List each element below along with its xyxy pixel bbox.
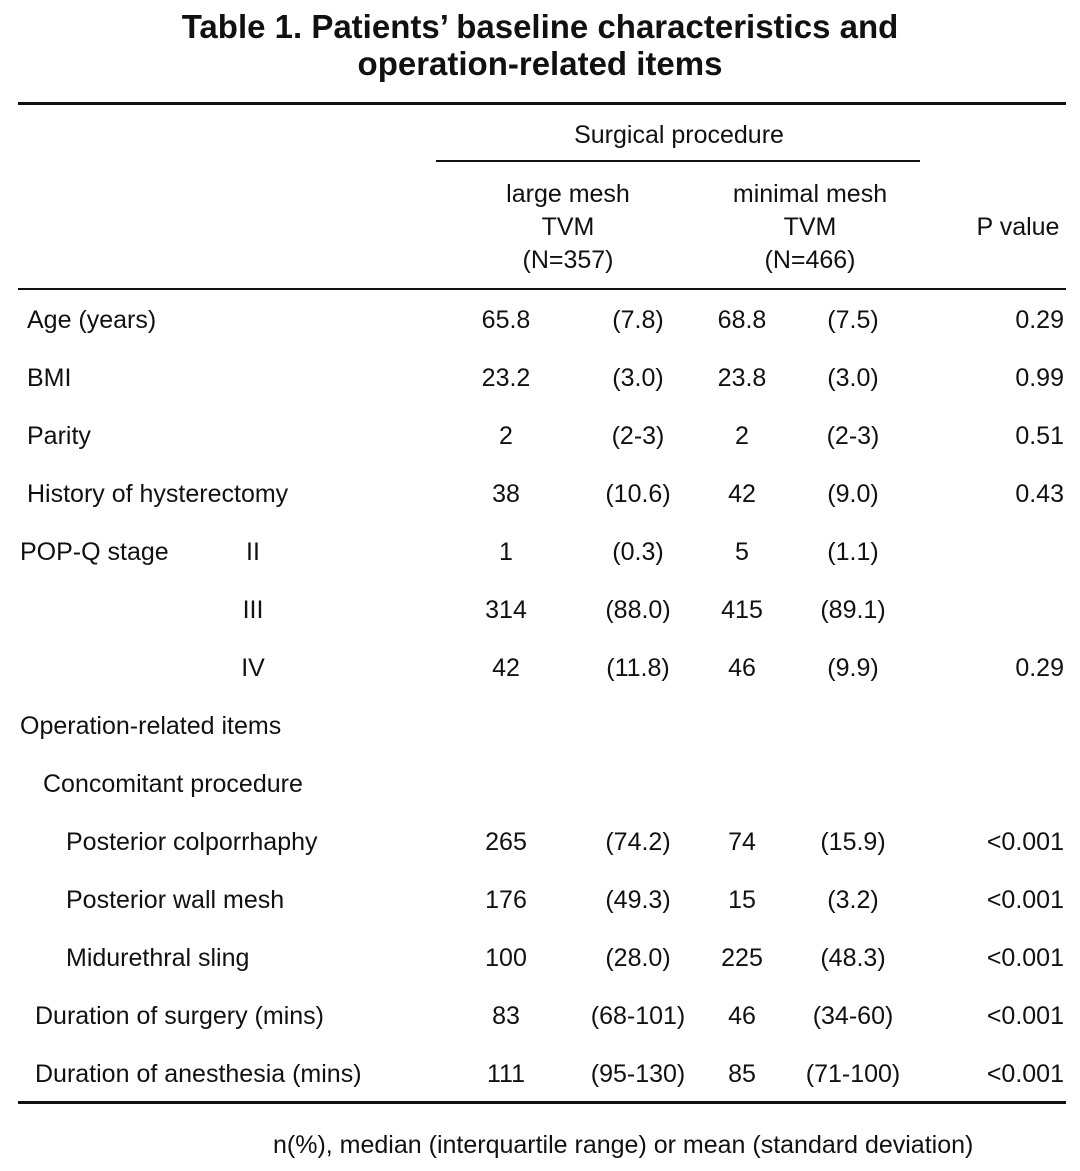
cell-minimal-stat: (9.9): [827, 654, 879, 682]
cell-minimal-stat: (89.1): [820, 596, 886, 624]
cell-minimal-stat: (2-3): [826, 422, 880, 450]
cell-large-stat: (74.2): [605, 828, 671, 856]
cell-p-value: <0.001: [986, 1060, 1064, 1088]
header-rule: [18, 288, 1066, 290]
cell-large-stat: (0.3): [612, 538, 664, 566]
cell-large-value: 176: [485, 886, 527, 914]
table-title-line-1: Table 1. Patients’ baseline characterist…: [181, 8, 899, 45]
cell-p-value: <0.001: [986, 828, 1064, 856]
row-label: Posterior colporrhaphy: [66, 828, 318, 856]
cell-large-value: 1: [499, 538, 513, 566]
cell-minimal-value: 74: [728, 828, 756, 856]
header-group-label: Surgical procedure: [574, 121, 784, 149]
header-large-mesh-line-1: large mesh: [506, 180, 630, 208]
cell-large-stat: (3.0): [612, 364, 664, 392]
cell-large-value: 100: [485, 944, 527, 972]
cell-p-value: 0.29: [1015, 306, 1064, 334]
row-label: Age (years): [27, 306, 157, 334]
row-label: POP-Q stage: [20, 538, 169, 566]
group-rule: [436, 160, 920, 162]
row-label: Concomitant procedure: [43, 770, 303, 798]
header-minimal-mesh-line-3: (N=466): [764, 246, 856, 274]
cell-minimal-value: 68.8: [717, 306, 767, 334]
cell-large-value: 23.2: [481, 364, 531, 392]
cell-large-value: 314: [485, 596, 527, 624]
row-label: Operation-related items: [20, 712, 282, 740]
cell-large-stat: (11.8): [606, 654, 670, 682]
cell-p-value: <0.001: [986, 1002, 1064, 1030]
cell-p-value: 0.29: [1015, 654, 1064, 682]
cell-large-stat: (28.0): [605, 944, 671, 972]
bottom-rule: [18, 1101, 1066, 1104]
cell-large-stat: (88.0): [605, 596, 671, 624]
cell-large-stat: (2-3): [611, 422, 665, 450]
cell-large-stat: (68-101): [590, 1002, 686, 1030]
cell-minimal-value: 85: [728, 1060, 756, 1088]
cell-minimal-stat: (71-100): [805, 1060, 901, 1088]
cell-large-value: 265: [485, 828, 527, 856]
cell-minimal-stat: (3.2): [827, 886, 879, 914]
row-label: Parity: [27, 422, 91, 450]
header-large-mesh-line-3: (N=357): [522, 246, 614, 274]
row-label: Midurethral sling: [66, 944, 250, 972]
cell-large-stat: (10.6): [605, 480, 671, 508]
cell-large-stat: (49.3): [605, 886, 671, 914]
cell-minimal-value: 46: [728, 654, 756, 682]
cell-large-value: 2: [499, 422, 513, 450]
cell-minimal-value: 42: [728, 480, 756, 508]
cell-large-stat: (95-130): [590, 1060, 686, 1088]
cell-large-value: 38: [492, 480, 520, 508]
table-title-line-2: operation-related items: [357, 45, 723, 82]
row-label: Duration of surgery (mins): [35, 1002, 324, 1030]
row-label: Duration of anesthesia (mins): [35, 1060, 362, 1088]
cell-p-value: 0.51: [1015, 422, 1064, 450]
cell-large-value: 42: [492, 654, 520, 682]
cell-minimal-stat: (1.1): [827, 538, 879, 566]
header-minimal-mesh-line-2: TVM: [783, 213, 837, 241]
header-p-value: P value: [976, 213, 1060, 241]
cell-p-value: <0.001: [986, 886, 1064, 914]
header-minimal-mesh-line-1: minimal mesh: [732, 180, 888, 208]
cell-large-stat: (7.8): [612, 306, 664, 334]
cell-minimal-stat: (7.5): [827, 306, 879, 334]
row-label: Posterior wall mesh: [66, 886, 285, 914]
cell-p-value: 0.43: [1015, 480, 1064, 508]
row-sublabel: II: [246, 538, 260, 566]
cell-minimal-value: 23.8: [717, 364, 767, 392]
header-large-mesh: large mesh TVM (N=357): [506, 178, 630, 277]
cell-minimal-value: 2: [735, 422, 749, 450]
cell-minimal-value: 5: [735, 538, 749, 566]
cell-minimal-stat: (48.3): [820, 944, 886, 972]
cell-minimal-stat: (9.0): [827, 480, 879, 508]
cell-large-value: 111: [486, 1060, 526, 1088]
cell-minimal-value: 15: [728, 886, 756, 914]
header-large-mesh-line-2: TVM: [541, 213, 595, 241]
cell-large-value: 83: [492, 1002, 520, 1030]
cell-minimal-stat: (15.9): [820, 828, 886, 856]
row-sublabel: III: [242, 596, 264, 624]
row-label: History of hysterectomy: [27, 480, 289, 508]
cell-large-value: 65.8: [481, 306, 531, 334]
row-label: BMI: [27, 364, 72, 392]
top-rule: [18, 102, 1066, 105]
table-title: Table 1. Patients’ baseline characterist…: [0, 8, 1080, 82]
cell-minimal-stat: (3.0): [827, 364, 879, 392]
cell-minimal-stat: (34-60): [812, 1002, 894, 1030]
cell-minimal-value: 46: [728, 1002, 756, 1030]
cell-minimal-value: 225: [721, 944, 763, 972]
header-minimal-mesh: minimal mesh TVM (N=466): [733, 178, 887, 277]
row-sublabel: IV: [241, 654, 265, 682]
table-footnote: n(%), median (interquartile range) or me…: [273, 1131, 974, 1159]
cell-p-value: 0.99: [1015, 364, 1064, 392]
cell-p-value: <0.001: [986, 944, 1064, 972]
cell-minimal-value: 415: [721, 596, 763, 624]
